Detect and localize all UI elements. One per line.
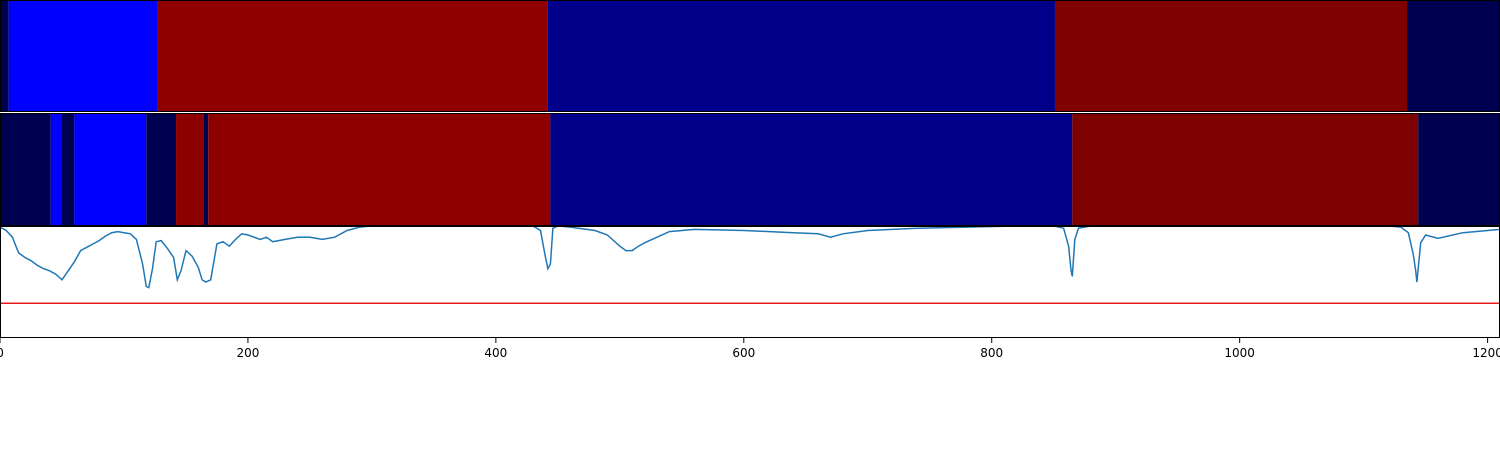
x-tick-label-2: 400 xyxy=(484,346,507,360)
segment-row-1-segment-1 xyxy=(0,0,9,112)
segment-row-2-segment-4 xyxy=(74,113,147,226)
x-axis: 0 200 400 600 800 1000 1200 xyxy=(0,338,1500,360)
x-tick-label-5: 1000 xyxy=(1224,346,1255,360)
x-tick-label-3: 600 xyxy=(732,346,755,360)
segment-row-2-segment-8 xyxy=(208,113,551,226)
segment-row-2 xyxy=(0,113,1500,226)
segment-row-1-segment-3 xyxy=(157,0,548,112)
x-tick-label-0: 0 xyxy=(0,346,4,360)
x-tick-label-1: 200 xyxy=(236,346,259,360)
line-panel-background xyxy=(0,226,1500,338)
segment-row-2-segment-2 xyxy=(50,113,62,226)
segment-row-1-segment-5 xyxy=(1054,0,1408,112)
line-panel xyxy=(0,225,1500,338)
segment-row-1 xyxy=(0,0,1500,112)
segment-row-2-segment-11 xyxy=(1418,113,1500,226)
series-line xyxy=(0,225,1500,289)
segment-row-1-segment-6 xyxy=(1407,0,1500,112)
x-tick-label-6: 1200 xyxy=(1472,346,1500,360)
segment-row-2-segment-3 xyxy=(61,113,75,226)
segment-row-2-segment-1 xyxy=(0,113,51,226)
segment-row-2-segment-5 xyxy=(146,113,177,226)
x-tick-label-4: 800 xyxy=(980,346,1003,360)
segment-row-1-segment-2 xyxy=(8,0,158,112)
segment-row-1-segment-4 xyxy=(547,0,1055,112)
segment-row-2-segment-7 xyxy=(203,113,209,226)
segment-row-2-segment-9 xyxy=(550,113,1073,226)
segment-row-2-segment-10 xyxy=(1072,113,1419,226)
segment-row-2-segment-6 xyxy=(176,113,204,226)
